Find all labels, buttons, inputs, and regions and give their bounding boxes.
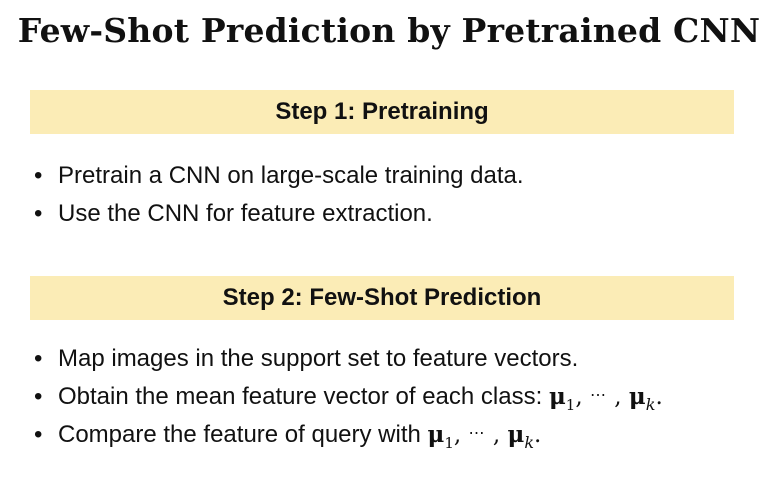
ellipsis-symbol: ⋯ [589,385,607,404]
comma-separator: , [614,384,622,410]
bullet-text: Use the CNN for feature extraction. [58,200,433,227]
list-item: • Pretrain a CNN on large-scale training… [30,157,524,195]
mu-subscript-first: 1 [565,396,576,414]
bullet-icon: • [34,421,43,448]
list-item: • Compare the feature of query with μ1, … [30,416,663,454]
mu-subscript-last: k [645,395,656,414]
slide-title: Few-Shot Prediction by Pretrained CNN [17,11,761,50]
bullet-text: Pretrain a CNN on large-scale training d… [58,162,524,189]
comma-separator: , [575,384,583,410]
bullet-text: Compare the feature of query with [58,421,428,448]
period: . [655,384,663,410]
mu-symbol: μ [507,421,525,448]
bullet-icon: • [34,162,43,189]
step-1-bullet-list: • Pretrain a CNN on large-scale training… [30,157,524,233]
mu-symbol: μ [628,383,646,410]
step-1-banner: Step 1: Pretraining [30,90,734,134]
period: . [534,422,542,448]
bullet-text: Obtain the mean feature vector of each c… [58,383,549,410]
mu-subscript-first: 1 [444,434,454,452]
comma-separator: , [492,422,501,448]
mu-symbol: μ [427,421,445,448]
list-item: • Use the CNN for feature extraction. [30,195,524,233]
mu-subscript-last: k [524,433,535,452]
mean-vectors-formula: μ1, ⋯ , μk. [427,421,542,452]
step-2-banner: Step 2: Few-Shot Prediction [30,276,734,320]
mean-vectors-formula: μ1, ⋯ , μk. [548,383,663,414]
bullet-icon: • [34,345,43,372]
step-2-bullet-list: • Map images in the support set to featu… [30,340,663,454]
list-item: • Obtain the mean feature vector of each… [30,378,663,416]
comma-separator: , [453,422,462,448]
mu-symbol: μ [548,383,566,410]
bullet-icon: • [34,200,43,227]
list-item: • Map images in the support set to featu… [30,340,663,378]
ellipsis-symbol: ⋯ [468,423,486,442]
bullet-icon: • [34,383,43,410]
bullet-text: Map images in the support set to feature… [58,345,579,372]
